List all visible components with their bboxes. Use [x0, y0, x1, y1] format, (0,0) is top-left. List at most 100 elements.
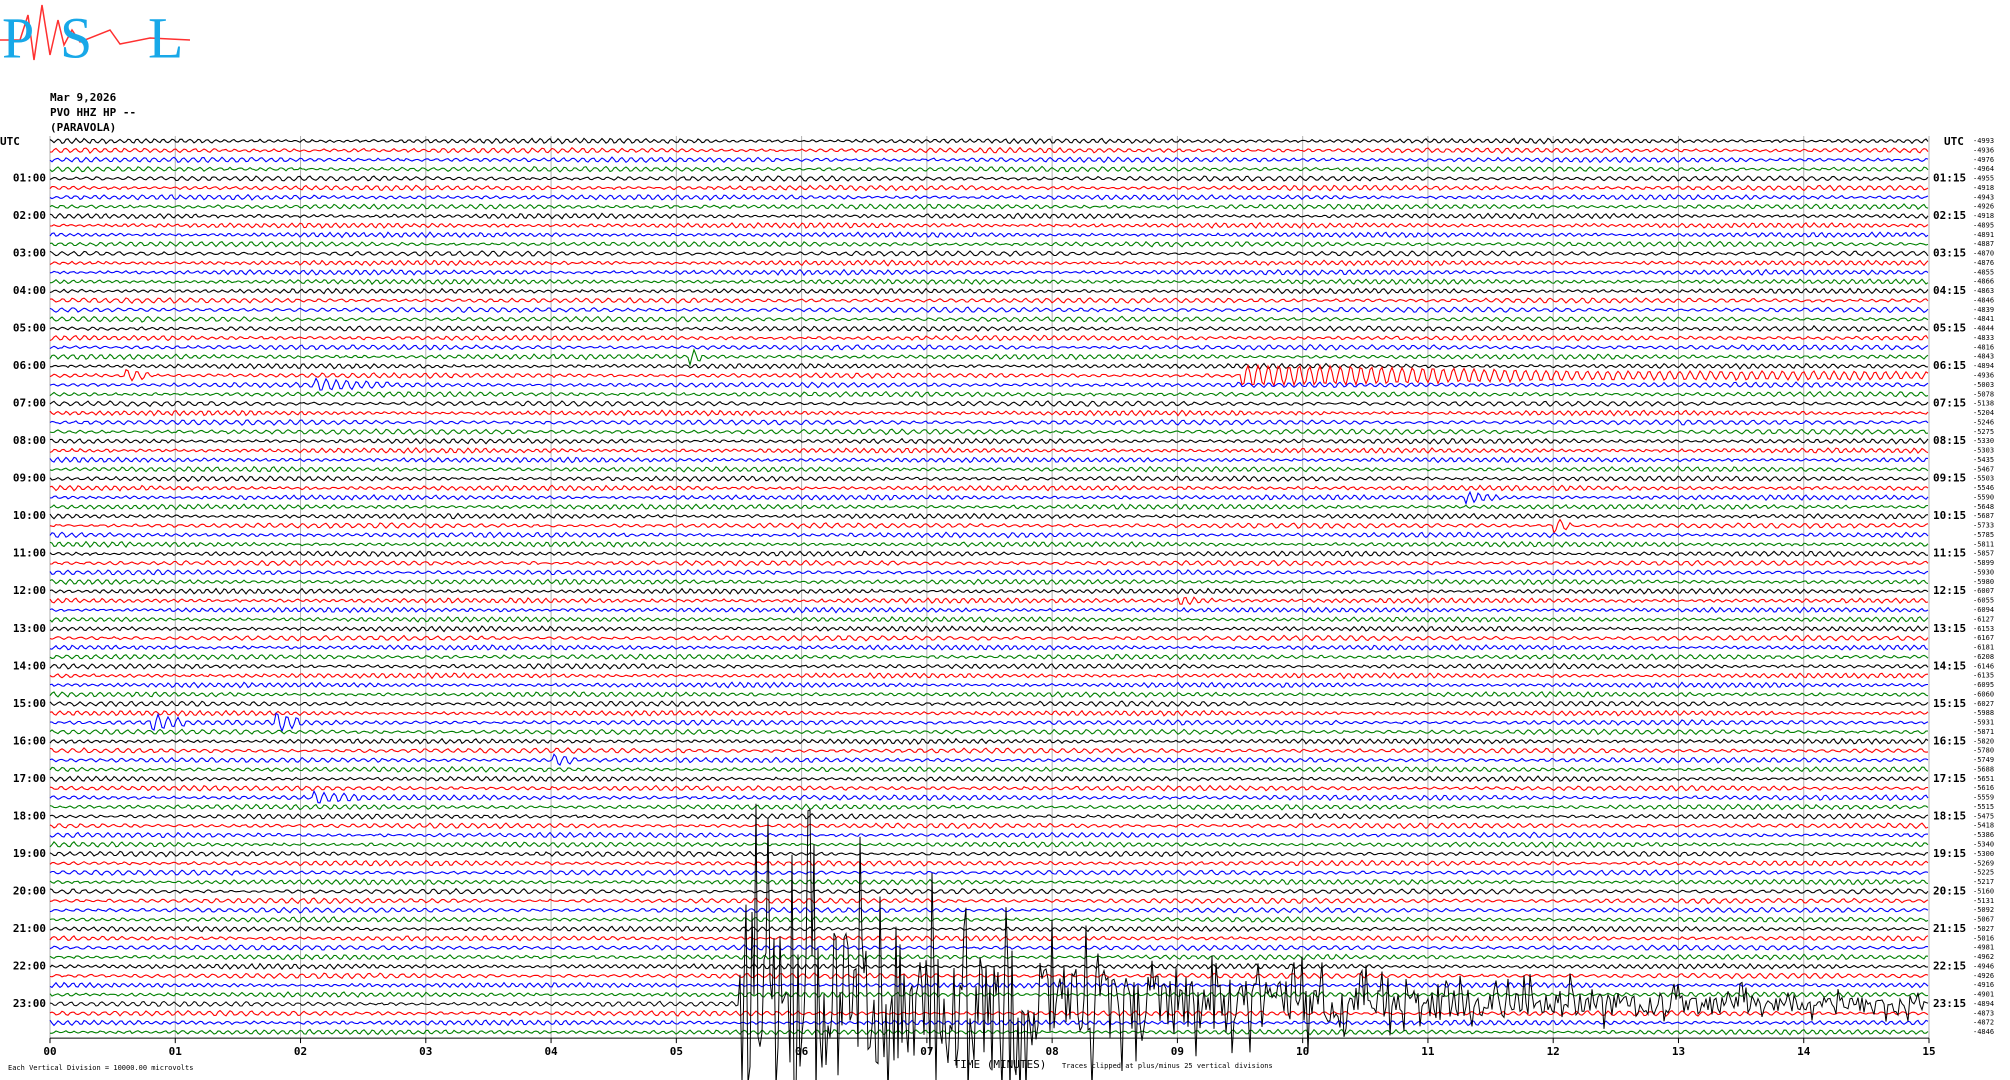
- row-label-left: 13:00: [13, 622, 46, 635]
- row-offset: -5160: [1973, 887, 1994, 895]
- trace: [49, 747, 1929, 755]
- row-offset: -5503: [1973, 475, 1994, 483]
- trace: [49, 146, 1929, 154]
- row-offset: -5857: [1973, 550, 1994, 558]
- trace: [49, 831, 1929, 839]
- trace: [49, 568, 1929, 576]
- trace: [49, 784, 1929, 792]
- row-offset: -4916: [1973, 981, 1994, 989]
- row-offset: -5811: [1973, 540, 1994, 548]
- row-label-left: 23:00: [13, 997, 46, 1010]
- trace: [49, 175, 1929, 182]
- row-label-right: 01:15: [1933, 172, 1966, 185]
- x-tick-label: 12: [1547, 1045, 1560, 1058]
- x-tick-label: 03: [419, 1045, 432, 1058]
- row-offset: -6153: [1973, 625, 1994, 633]
- row-offset: -4843: [1973, 353, 1994, 361]
- row-offset: -5785: [1973, 531, 1994, 539]
- row-offset: -5780: [1973, 747, 1994, 755]
- row-offset: -4981: [1973, 944, 1994, 952]
- trace: [49, 540, 1929, 549]
- trace: [49, 512, 1929, 520]
- row-offset: -6135: [1973, 672, 1994, 680]
- row-offset: -4955: [1973, 175, 1994, 183]
- row-offset: -4918: [1973, 184, 1994, 192]
- row-label-right: 07:15: [1933, 397, 1966, 410]
- row-offset: -5749: [1973, 756, 1994, 764]
- row-offset: -6146: [1973, 662, 1994, 670]
- trace: [49, 878, 1929, 886]
- row-offset: -4876: [1973, 259, 1994, 267]
- row-offset: -5651: [1973, 775, 1994, 783]
- logo-letter: S: [60, 5, 92, 70]
- row-offset: -5204: [1973, 409, 1994, 417]
- trace: [49, 753, 1929, 766]
- trace: [49, 606, 1929, 614]
- row-offset: -5225: [1973, 869, 1994, 877]
- trace: [49, 712, 1929, 733]
- trace: [49, 475, 1929, 483]
- row-label-left: 15:00: [13, 697, 46, 710]
- row-offset: -4844: [1973, 325, 1994, 333]
- trace: [49, 812, 1929, 820]
- row-offset: -5092: [1973, 906, 1994, 914]
- trace: [49, 859, 1929, 867]
- x-tick-label: 00: [43, 1045, 56, 1058]
- trace: [49, 250, 1929, 258]
- trace: [49, 550, 1929, 558]
- trace: [50, 559, 1929, 567]
- logo: P S L: [0, 4, 191, 70]
- utc-right: UTC: [1944, 135, 1964, 148]
- row-offset: -5003: [1973, 381, 1994, 389]
- trace: [49, 681, 1929, 689]
- trace: [49, 634, 1929, 642]
- row-offset: -4846: [1973, 296, 1994, 304]
- trace: [49, 953, 1929, 961]
- trace: [49, 925, 1928, 933]
- row-label-right: 21:15: [1933, 922, 1966, 935]
- trace: [49, 587, 1929, 595]
- trace: [49, 347, 1929, 368]
- row-offset: -5067: [1973, 916, 1994, 924]
- row-offset: -4833: [1973, 334, 1994, 342]
- trace: [49, 315, 1929, 323]
- trace: [49, 428, 1929, 436]
- trace: [49, 490, 1929, 506]
- trace: [49, 653, 1929, 661]
- row-label-left: 19:00: [13, 847, 46, 860]
- trace: [49, 287, 1929, 295]
- trace: [49, 165, 1929, 173]
- row-label-left: 03:00: [13, 247, 46, 260]
- trace: [49, 991, 1929, 998]
- row-offset: -5138: [1973, 400, 1994, 408]
- trace: [49, 822, 1929, 830]
- row-offset: -4855: [1973, 268, 1994, 276]
- row-offset: -5078: [1973, 390, 1994, 398]
- trace: [49, 596, 1929, 606]
- row-offset: -5590: [1973, 493, 1994, 501]
- trace: [49, 690, 1929, 698]
- trace: [49, 841, 1929, 849]
- trace: [49, 916, 1929, 923]
- row-offset: -4964: [1973, 165, 1994, 173]
- row-offset: -4863: [1973, 287, 1994, 295]
- row-offset: -5980: [1973, 578, 1994, 586]
- date: Mar 9,2026: [50, 91, 117, 104]
- row-label-left: 01:00: [13, 172, 46, 185]
- trace: [49, 897, 1929, 905]
- trace: [49, 221, 1929, 229]
- row-label-left: 04:00: [13, 284, 46, 297]
- row-label-left: 02:00: [13, 209, 46, 222]
- trace: [49, 962, 1929, 971]
- row-offset: -4894: [1973, 362, 1994, 370]
- trace: [49, 409, 1929, 417]
- row-offset: -5733: [1973, 522, 1994, 530]
- trace: [49, 343, 1929, 351]
- row-offset: -6094: [1973, 606, 1994, 614]
- row-offset: -4816: [1973, 343, 1994, 351]
- row-label-right: 23:15: [1933, 997, 1966, 1010]
- row-label-right: 12:15: [1933, 584, 1966, 597]
- logo-letter: L: [148, 5, 183, 70]
- trace: [49, 156, 1929, 164]
